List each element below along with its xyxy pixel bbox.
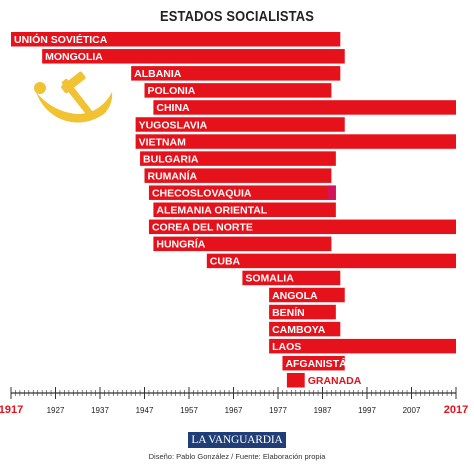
bar-label: SOMALIA: [245, 273, 294, 285]
bar-rect: [242, 270, 341, 286]
bar-label: ANGOLA: [272, 290, 318, 302]
bar-18: LAOS: [269, 338, 456, 354]
bar-rect: [42, 49, 345, 64]
bar-rect: [144, 83, 332, 98]
bar-14: SOMALIA: [242, 270, 341, 286]
bar-rect: [144, 168, 332, 183]
credits-text: Diseño: Pablo González / Fuente: Elabora…: [148, 452, 326, 461]
bar-rect: [269, 338, 456, 354]
bar-label: AFGANISTÁN: [285, 357, 354, 370]
bar-label: CHINA: [156, 102, 190, 114]
bar-8: RUMANÍA: [144, 168, 332, 183]
bar-13: CUBA: [206, 253, 456, 269]
bar-label: COREA DEL NORTE: [152, 222, 253, 234]
bar-10: ALEMANIA ORIENTAL: [153, 202, 336, 217]
bar-5: YUGOSLAVIA: [135, 117, 345, 132]
bar-rect: [135, 117, 345, 132]
bar-rect: [153, 202, 336, 217]
bar-12: HUNGRÍA: [153, 236, 332, 252]
bar-rect: [148, 219, 456, 235]
tick-label: 2017: [444, 404, 468, 416]
tick-label: 2007: [403, 406, 421, 415]
bar-2: ALBANIA: [131, 66, 341, 81]
tick-label: 1997: [358, 406, 376, 415]
bar-label: ALEMANIA ORIENTAL: [156, 205, 267, 217]
bar-3: POLONIA: [144, 83, 332, 98]
bar-rect: [153, 100, 456, 115]
bar-rect: [11, 32, 341, 47]
bar-label: UNIÓN SOVIÉTICA: [14, 33, 108, 46]
bar-7: BULGARIA: [140, 151, 336, 166]
bar-4: CHINA: [153, 100, 456, 115]
bar-label: POLONIA: [148, 85, 196, 97]
bar-15: ANGOLA: [269, 287, 345, 303]
bar-rect: [148, 185, 336, 200]
tick-label: 1957: [180, 406, 198, 415]
hammer-and-sickle-icon: [34, 71, 113, 123]
bar-rect: [135, 134, 456, 149]
bar-rect: [286, 373, 305, 388]
bar-label: ALBANIA: [134, 68, 182, 80]
chart-title: ESTADOS SOCIALISTAS: [159, 8, 315, 25]
bar-rect: [282, 355, 345, 371]
tick-label: 1947: [136, 406, 154, 415]
bar-label: LAOS: [272, 341, 301, 353]
bar-rect: [206, 253, 456, 269]
brand-logo: LA VANGUARDIA: [188, 432, 286, 448]
tick-label: 1937: [91, 406, 109, 415]
bar-rect: [269, 287, 345, 303]
bar-9: CHECOSLOVAQUIA: [148, 185, 336, 200]
bar-6: VIETNAM: [135, 134, 456, 149]
bar-label: CUBA: [210, 256, 241, 268]
bar-20: GRANADA: [286, 373, 362, 388]
tick-label: 1977: [269, 406, 287, 415]
bar-label: VIETNAM: [139, 136, 187, 148]
bar-label: BENÍN: [272, 306, 305, 319]
bar-end-mark: [327, 185, 336, 200]
tick-label: 1967: [225, 406, 243, 415]
bar-label: CAMBOYA: [272, 324, 326, 336]
bar-label: RUMANÍA: [148, 169, 198, 182]
bar-17: CAMBOYA: [269, 321, 341, 337]
tick-label: 1917: [0, 404, 23, 416]
bar-label: GRANADA: [308, 375, 362, 387]
bar-rect: [140, 151, 336, 166]
bar-label: HUNGRÍA: [156, 238, 205, 251]
bar-label: MONGOLIA: [45, 51, 103, 63]
bar-label: CHECOSLOVAQUIA: [152, 187, 252, 199]
bar-0: UNIÓN SOVIÉTICA: [11, 32, 341, 47]
bar-rect: [269, 304, 336, 320]
tick-label: 1987: [314, 406, 332, 415]
bar-1: MONGOLIA: [42, 49, 345, 64]
bar-rect: [153, 236, 332, 252]
bar-label: YUGOSLAVIA: [139, 119, 208, 131]
bar-19: AFGANISTÁN: [282, 355, 354, 371]
tick-label: 1927: [47, 406, 65, 415]
bar-rect: [131, 66, 341, 81]
bar-16: BENÍN: [269, 304, 336, 320]
bar-label: BULGARIA: [143, 153, 199, 165]
bar-11: COREA DEL NORTE: [148, 219, 456, 235]
bar-rect: [269, 321, 341, 337]
x-axis: 1917 1927 1937 1947 1957 1967 1977 1987 1997 2007…: [0, 387, 468, 416]
